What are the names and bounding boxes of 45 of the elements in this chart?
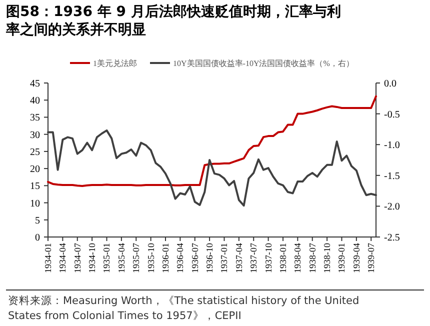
x-tick-label: 1939-01 [336, 243, 347, 273]
legend-label: 1美元兑法郎 [93, 59, 137, 68]
y-tick-label: 15 [30, 181, 40, 192]
chart-title: 图58：1936 年 9 月后法郎快速贬值时期，汇率与利率之间的关系并不明显 [5, 3, 341, 38]
x-tick-label: 1938-01 [278, 243, 288, 273]
text: 资料来源：Measuring Worth，《The statistical history of the United States from Colonial Times to 1957》，CEPII [8, 294, 360, 322]
x-tick-label: 1937-10 [263, 242, 274, 273]
y-tick-label: 20 [30, 164, 40, 176]
x-tick-label: 1937-07 [248, 242, 259, 273]
x-tick-label: 1935-07 [131, 242, 142, 273]
y-tick-label: 5 [35, 215, 40, 226]
y-tick-label: 40 [30, 96, 40, 107]
x-tick-label: 1936-07 [190, 242, 200, 273]
x-tick-label: 1935-01 [102, 243, 112, 273]
x-tick-label: 1934-01 [43, 243, 53, 273]
x-tick-label: 1936-01 [160, 243, 170, 273]
x-tick-label: 1934-10 [87, 242, 98, 273]
x-tick-label: 1938-07 [307, 242, 318, 273]
y2-tick-label: -2.5 [384, 232, 400, 244]
line-series [47, 129, 377, 207]
y-tick-label: 45 [30, 78, 40, 90]
line-series [47, 95, 377, 188]
y2-tick-label: -1.0 [384, 140, 400, 152]
y-tick-label: 0 [35, 232, 40, 244]
y2-tick-label: 0.0 [384, 78, 396, 90]
x-tick-label: 1939-07 [366, 242, 376, 273]
x-tick-label: 1935-04 [116, 242, 126, 273]
y2-tick-label: -2.0 [384, 202, 400, 213]
x-tick-label: 1936-04 [175, 242, 186, 273]
legend-label: 10Y美国国债收益率-10Y法国国债收益率（%，右） [173, 59, 354, 68]
x-tick-label: 1939-04 [351, 242, 362, 273]
y-tick-label: 25 [30, 146, 40, 158]
y-tick-label: 30 [30, 130, 40, 141]
x-tick-label: 1937-01 [219, 243, 230, 273]
x-tick-label: 1934-04 [58, 242, 68, 273]
x-tick-label: 1935-10 [146, 242, 156, 273]
x-tick-label: 1936-10 [204, 242, 215, 273]
x-tick-label: 1938-04 [292, 242, 303, 273]
x-tick-label: 1938-10 [322, 242, 332, 273]
y-tick-label: 10 [30, 198, 40, 210]
y2-tick-label: -0.5 [384, 109, 400, 120]
x-tick-label: 1934-07 [72, 242, 82, 273]
x-tick-label: 1937-04 [234, 242, 244, 273]
y-tick-label: 35 [30, 112, 40, 124]
y2-tick-label: -1.5 [384, 170, 400, 182]
